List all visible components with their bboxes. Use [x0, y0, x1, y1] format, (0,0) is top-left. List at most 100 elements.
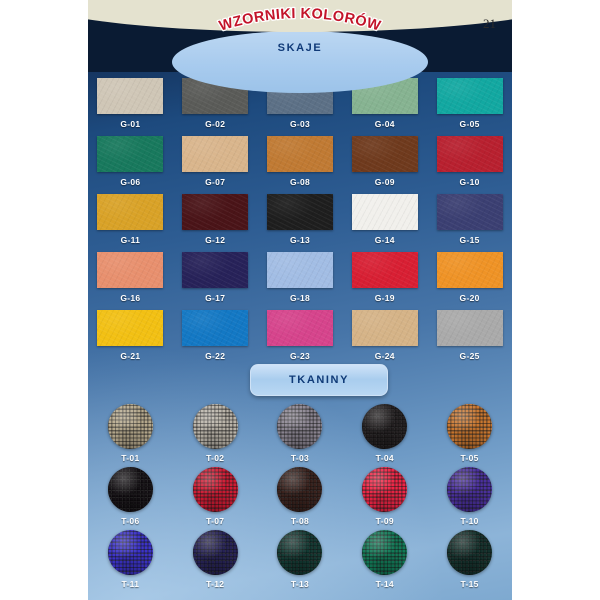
tkaniny-swatch-chip-t-13[interactable]: [277, 530, 323, 575]
skaje-swatch-chip-g-07[interactable]: [182, 136, 249, 172]
skaje-swatch-chip-g-24[interactable]: [351, 310, 418, 346]
skaje-swatch-cell-g-18[interactable]: G-18: [258, 252, 343, 310]
tkaniny-swatch-chip-t-01[interactable]: [107, 404, 153, 449]
catalog-title-text: WZORNIKI KOLORÓW: [217, 6, 382, 35]
tkaniny-swatch-label: T-13: [290, 579, 310, 589]
skaje-swatch-chip-g-11[interactable]: [97, 194, 164, 230]
tkaniny-swatch-row: T-11 T-12 T-13 T-14 T-15: [88, 530, 512, 593]
tkaniny-swatch-cell-t-07[interactable]: T-07: [173, 467, 258, 530]
tkaniny-swatch-label: T-06: [121, 516, 140, 526]
tkaniny-swatch-chip-t-07[interactable]: [192, 467, 238, 512]
tkaniny-swatch-cell-t-11[interactable]: T-11: [88, 530, 173, 593]
skaje-swatch-cell-g-22[interactable]: G-22: [173, 310, 258, 368]
tkaniny-swatch-chip-t-14[interactable]: [362, 530, 408, 575]
tkaniny-swatch-cell-t-01[interactable]: T-01: [88, 404, 173, 467]
skaje-swatch-chip-g-12[interactable]: [182, 194, 249, 230]
skaje-swatch-grid: G-01 G-02 G-03 G-04 G-05 G-06 G-07 G-08 G-09 G-10…: [88, 78, 512, 368]
section-banner-tkaniny[interactable]: TKANINY: [250, 364, 388, 396]
tkaniny-swatch-cell-t-05[interactable]: T-05: [427, 404, 512, 467]
skaje-swatch-chip-g-08[interactable]: [266, 136, 333, 172]
skaje-swatch-label: G-08: [289, 177, 311, 187]
skaje-swatch-cell-g-10[interactable]: G-10: [427, 136, 512, 194]
skaje-swatch-cell-g-15[interactable]: G-15: [427, 194, 512, 252]
skaje-swatch-chip-g-10[interactable]: [436, 136, 503, 172]
skaje-swatch-cell-g-11[interactable]: G-11: [88, 194, 173, 252]
tkaniny-swatch-label: T-01: [121, 453, 140, 463]
skaje-swatch-cell-g-20[interactable]: G-20: [427, 252, 512, 310]
skaje-swatch-label: G-05: [459, 119, 480, 129]
skaje-swatch-chip-g-17[interactable]: [182, 252, 249, 288]
tkaniny-swatch-cell-t-03[interactable]: T-03: [258, 404, 343, 467]
skaje-swatch-label: G-23: [289, 351, 311, 361]
tkaniny-swatch-label: T-14: [375, 579, 394, 589]
tkaniny-swatch-label: T-02: [206, 453, 225, 463]
skaje-swatch-chip-g-22[interactable]: [182, 310, 249, 346]
skaje-swatch-cell-g-08[interactable]: G-08: [258, 136, 343, 194]
skaje-swatch-chip-g-09[interactable]: [351, 136, 418, 172]
tkaniny-swatch-chip-t-02[interactable]: [192, 404, 238, 449]
tkaniny-swatch-cell-t-06[interactable]: T-06: [88, 467, 173, 530]
skaje-swatch-chip-g-19[interactable]: [351, 252, 418, 288]
tkaniny-swatch-cell-t-10[interactable]: T-10: [427, 467, 512, 530]
skaje-swatch-cell-g-17[interactable]: G-17: [173, 252, 258, 310]
skaje-swatch-cell-g-05[interactable]: G-05: [427, 78, 512, 136]
tkaniny-swatch-chip-t-04[interactable]: [362, 404, 408, 449]
section-label-skaje: SKAJE: [277, 42, 323, 54]
skaje-swatch-cell-g-13[interactable]: G-13: [258, 194, 343, 252]
skaje-swatch-cell-g-01[interactable]: G-01: [88, 78, 173, 136]
tkaniny-swatch-chip-t-08[interactable]: [277, 467, 323, 512]
skaje-swatch-cell-g-12[interactable]: G-12: [173, 194, 258, 252]
skaje-swatch-chip-g-18[interactable]: [266, 252, 333, 288]
tkaniny-swatch-cell-t-02[interactable]: T-02: [173, 404, 258, 467]
tkaniny-swatch-row: T-01 T-02 T-03 T-04 T-05: [88, 404, 512, 467]
skaje-swatch-chip-g-21[interactable]: [97, 310, 164, 346]
skaje-swatch-label: G-19: [374, 293, 395, 303]
tkaniny-swatch-label: T-04: [375, 453, 394, 463]
tkaniny-swatch-cell-t-08[interactable]: T-08: [258, 467, 343, 530]
skaje-swatch-cell-g-21[interactable]: G-21: [88, 310, 173, 368]
skaje-swatch-label: G-14: [374, 235, 395, 245]
tkaniny-swatch-chip-t-03[interactable]: [277, 404, 323, 449]
skaje-swatch-chip-g-05[interactable]: [436, 78, 503, 114]
skaje-swatch-chip-g-20[interactable]: [436, 252, 503, 288]
tkaniny-swatch-chip-t-10[interactable]: [447, 467, 493, 512]
tkaniny-swatch-cell-t-13[interactable]: T-13: [258, 530, 343, 593]
skaje-swatch-cell-g-06[interactable]: G-06: [88, 136, 173, 194]
tkaniny-swatch-cell-t-04[interactable]: T-04: [342, 404, 427, 467]
tkaniny-swatch-cell-t-09[interactable]: T-09: [342, 467, 427, 530]
skaje-swatch-cell-g-24[interactable]: G-24: [342, 310, 427, 368]
skaje-swatch-cell-g-25[interactable]: G-25: [427, 310, 512, 368]
tkaniny-swatch-cell-t-14[interactable]: T-14: [342, 530, 427, 593]
skaje-swatch-chip-g-25[interactable]: [436, 310, 503, 346]
tkaniny-swatch-chip-t-06[interactable]: [107, 467, 153, 512]
skaje-swatch-label: G-25: [459, 351, 480, 361]
skaje-swatch-label: G-20: [459, 293, 480, 303]
skaje-swatch-chip-g-06[interactable]: [97, 136, 164, 172]
skaje-swatch-label: G-17: [205, 293, 226, 303]
skaje-swatch-chip-g-14[interactable]: [351, 194, 418, 230]
skaje-swatch-chip-g-13[interactable]: [266, 194, 333, 230]
skaje-swatch-label: G-01: [120, 119, 141, 129]
skaje-swatch-row: G-11 G-12 G-13 G-14 G-15: [88, 194, 512, 252]
skaje-swatch-chip-g-01[interactable]: [97, 78, 164, 114]
skaje-swatch-chip-g-16[interactable]: [97, 252, 164, 288]
skaje-swatch-cell-g-16[interactable]: G-16: [88, 252, 173, 310]
skaje-swatch-chip-g-15[interactable]: [436, 194, 503, 230]
tkaniny-swatch-chip-t-09[interactable]: [362, 467, 408, 512]
skaje-swatch-cell-g-14[interactable]: G-14: [342, 194, 427, 252]
skaje-swatch-cell-g-07[interactable]: G-07: [173, 136, 258, 194]
tkaniny-swatch-chip-t-12[interactable]: [192, 530, 238, 575]
tkaniny-swatch-chip-t-11[interactable]: [107, 530, 153, 575]
tkaniny-swatch-cell-t-12[interactable]: T-12: [173, 530, 258, 593]
tkaniny-swatch-cell-t-15[interactable]: T-15: [427, 530, 512, 593]
tkaniny-swatch-chip-t-15[interactable]: [447, 530, 493, 575]
skaje-swatch-cell-g-19[interactable]: G-19: [342, 252, 427, 310]
tkaniny-swatch-chip-t-05[interactable]: [447, 404, 493, 449]
tkaniny-swatch-label: T-12: [206, 579, 225, 589]
skaje-swatch-cell-g-09[interactable]: G-09: [342, 136, 427, 194]
skaje-swatch-cell-g-23[interactable]: G-23: [258, 310, 343, 368]
skaje-swatch-label: G-11: [120, 235, 141, 245]
skaje-swatch-chip-g-23[interactable]: [266, 310, 333, 346]
tkaniny-swatch-label: T-07: [206, 516, 225, 526]
